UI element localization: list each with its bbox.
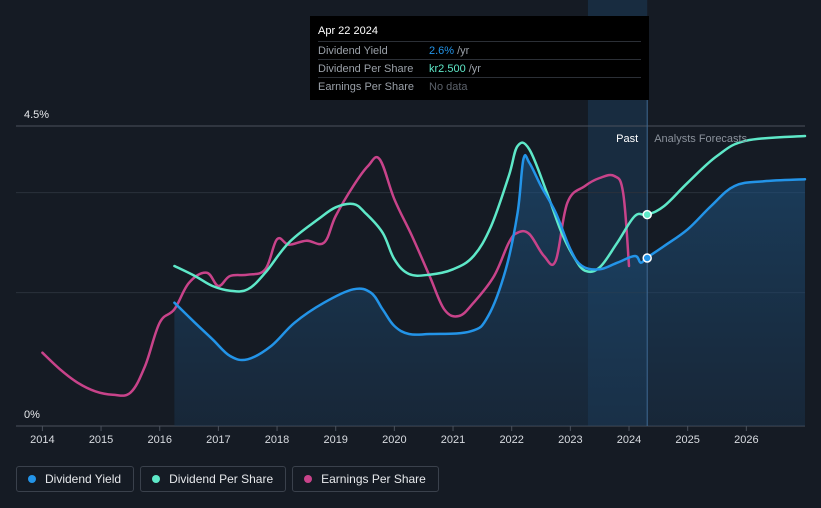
x-tick-label: 2020 <box>382 434 406 446</box>
legend-label: Dividend Per Share <box>169 472 274 486</box>
tooltip-label: Dividend Per Share <box>318 62 414 75</box>
legend-dividend-per-share[interactable]: Dividend Per Share <box>140 466 287 492</box>
x-tick-label: 2025 <box>675 434 699 446</box>
legend-label: Earnings Per Share <box>321 472 426 486</box>
past-region-label: Past <box>616 133 638 145</box>
x-axis: 2014 2015 2016 2017 2018 2019 2020 2021 2022 2023… <box>30 426 759 446</box>
tooltip-unit: /yr <box>457 44 470 57</box>
series-line-dividend-per-share <box>173 134 807 293</box>
tooltip-label: Earnings Per Share <box>318 80 414 93</box>
x-tick-label: 2024 <box>617 434 641 446</box>
series-area-dividend-yield <box>174 155 805 426</box>
tooltip-value: No data <box>429 80 468 93</box>
area-layer <box>174 155 805 426</box>
legend-dot-icon <box>304 475 313 483</box>
x-tick-label: 2023 <box>558 434 582 446</box>
legend-dividend-yield[interactable]: Dividend Yield <box>16 466 135 492</box>
x-tick-label: 2016 <box>147 434 171 446</box>
series-line-earnings-per-share <box>41 155 631 397</box>
tooltip-value: kr2.500 <box>429 62 466 75</box>
legend: Dividend Yield Dividend Per Share Earnin… <box>16 466 439 492</box>
y-axis-min-label: 0% <box>24 409 40 421</box>
tooltip-label: Dividend Yield <box>318 44 388 57</box>
tooltip-row-dividend-per-share: Dividend Per Share kr2.500 /yr <box>318 59 641 77</box>
x-tick-label: 2017 <box>206 434 230 446</box>
x-tick-label: 2019 <box>323 434 347 446</box>
x-tick-label: 2015 <box>89 434 113 446</box>
tooltip-unit: /yr <box>468 62 481 75</box>
tooltip: Apr 22 2024 Dividend Yield 2.6% /yr Divi… <box>310 16 649 100</box>
legend-dot-icon <box>28 475 36 483</box>
y-axis-max-label: 4.5% <box>24 109 49 121</box>
tooltip-value: 2.6% <box>429 44 455 57</box>
x-tick-label: 2021 <box>441 434 465 446</box>
forecast-region-label: Analysts Forecasts <box>654 133 747 145</box>
marker-dividend-per-share <box>642 209 652 220</box>
marker-dividend-yield <box>642 253 652 263</box>
tooltip-row-dividend-yield: Dividend Yield 2.6% /yr <box>318 41 641 59</box>
legend-label: Dividend Yield <box>45 472 122 486</box>
legend-dot-icon <box>152 475 161 483</box>
tooltip-date: Apr 22 2024 <box>318 25 378 37</box>
tooltip-row-earnings-per-share: Earnings Per Share No data <box>318 77 641 95</box>
x-tick-label: 2022 <box>499 434 523 446</box>
x-tick-label: 2026 <box>734 434 758 446</box>
x-tick-label: 2018 <box>265 434 289 446</box>
x-tick-label: 2014 <box>30 434 54 446</box>
legend-earnings-per-share[interactable]: Earnings Per Share <box>292 466 439 492</box>
marker-layer <box>642 209 652 263</box>
